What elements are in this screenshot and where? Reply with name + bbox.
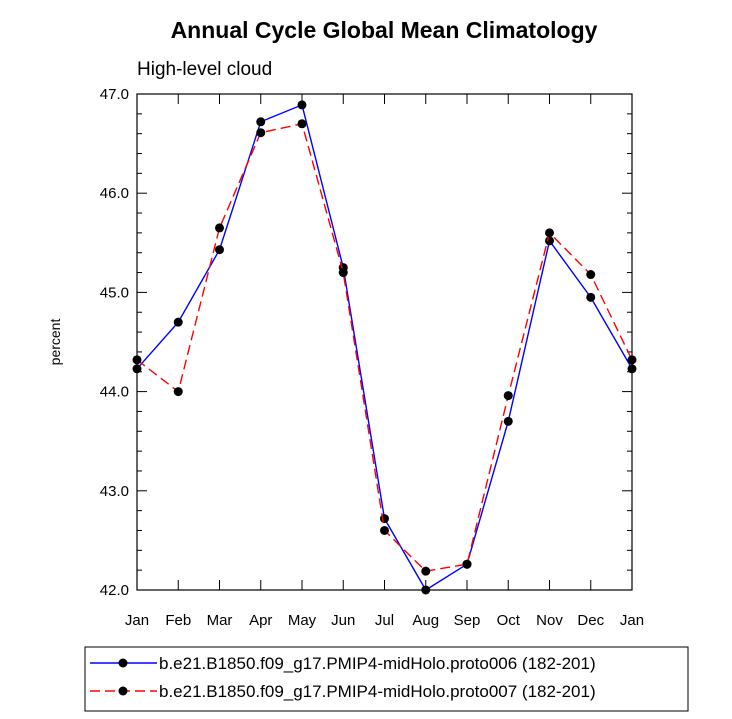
x-tick-label: Dec xyxy=(577,612,604,629)
legend: b.e21.B1850.f09_g17.PMIP4-midHolo.proto0… xyxy=(84,646,689,712)
series-1-point xyxy=(297,100,307,110)
x-tick-label: Jun xyxy=(331,612,355,629)
series-2-point xyxy=(132,355,142,365)
x-tick-label: Aug xyxy=(412,612,439,629)
x-tick-label: May xyxy=(288,612,317,629)
x-tick-label: Apr xyxy=(249,612,272,629)
series-1-point xyxy=(545,236,554,246)
plot-area: 42.0 43.0 44.0 45.0 46.0 47.0 Jan Feb Mar Apr May J… xyxy=(100,86,644,629)
series-1-point xyxy=(586,292,596,302)
x-tick-label: Mar xyxy=(207,612,233,629)
legend-label-1: b.e21.B1850.f09_g17.PMIP4-midHolo.proto0… xyxy=(159,654,596,673)
y-tick-label: 46.0 xyxy=(100,185,129,202)
series-2-point xyxy=(173,387,183,397)
y-tick-label: 43.0 xyxy=(100,483,129,500)
series-2-point xyxy=(297,119,307,129)
series-2-point xyxy=(338,268,348,278)
series-1-point xyxy=(380,514,389,524)
series-2-point xyxy=(421,566,431,576)
x-tick-label: Feb xyxy=(165,612,191,629)
chart-title: Annual Cycle Global Mean Climatology xyxy=(171,17,598,43)
series-1-point xyxy=(215,245,224,255)
series-2-point xyxy=(462,559,472,569)
legend-box xyxy=(84,646,689,712)
series-2-point xyxy=(627,355,637,365)
chart-subtitle: High-level cloud xyxy=(137,59,272,80)
x-tick-label: Sep xyxy=(454,612,481,629)
x-tick-label: Oct xyxy=(497,612,521,629)
y-tick-label: 45.0 xyxy=(100,284,129,301)
legend-marker-1 xyxy=(118,658,128,668)
x-tick-label: Nov xyxy=(536,612,563,629)
series-1-point xyxy=(627,364,637,374)
y-axis-label: percent xyxy=(47,319,63,366)
y-tick-label: 42.0 xyxy=(100,582,129,599)
x-tick-label: Jan xyxy=(620,612,644,629)
x-tick-label: Jan xyxy=(125,612,149,629)
series-1-point xyxy=(421,585,431,595)
series-2-point xyxy=(545,228,554,238)
series-1-point xyxy=(173,317,183,327)
series-1-point xyxy=(256,117,266,127)
series-2-point xyxy=(380,525,389,535)
y-tick-label: 47.0 xyxy=(100,86,129,103)
legend-marker-2 xyxy=(118,686,128,696)
series-2-point xyxy=(586,270,596,280)
series-1-point xyxy=(132,364,142,374)
y-tick-label: 44.0 xyxy=(100,384,129,401)
series-line-2 xyxy=(136,122,633,572)
legend-label-2: b.e21.B1850.f09_g17.PMIP4-midHolo.proto0… xyxy=(159,682,596,701)
series-1-point xyxy=(503,416,513,426)
series-2-point xyxy=(256,128,266,138)
series-2-point xyxy=(503,391,513,401)
series-2-point xyxy=(215,223,224,233)
x-tick-label: Jul xyxy=(375,612,394,629)
